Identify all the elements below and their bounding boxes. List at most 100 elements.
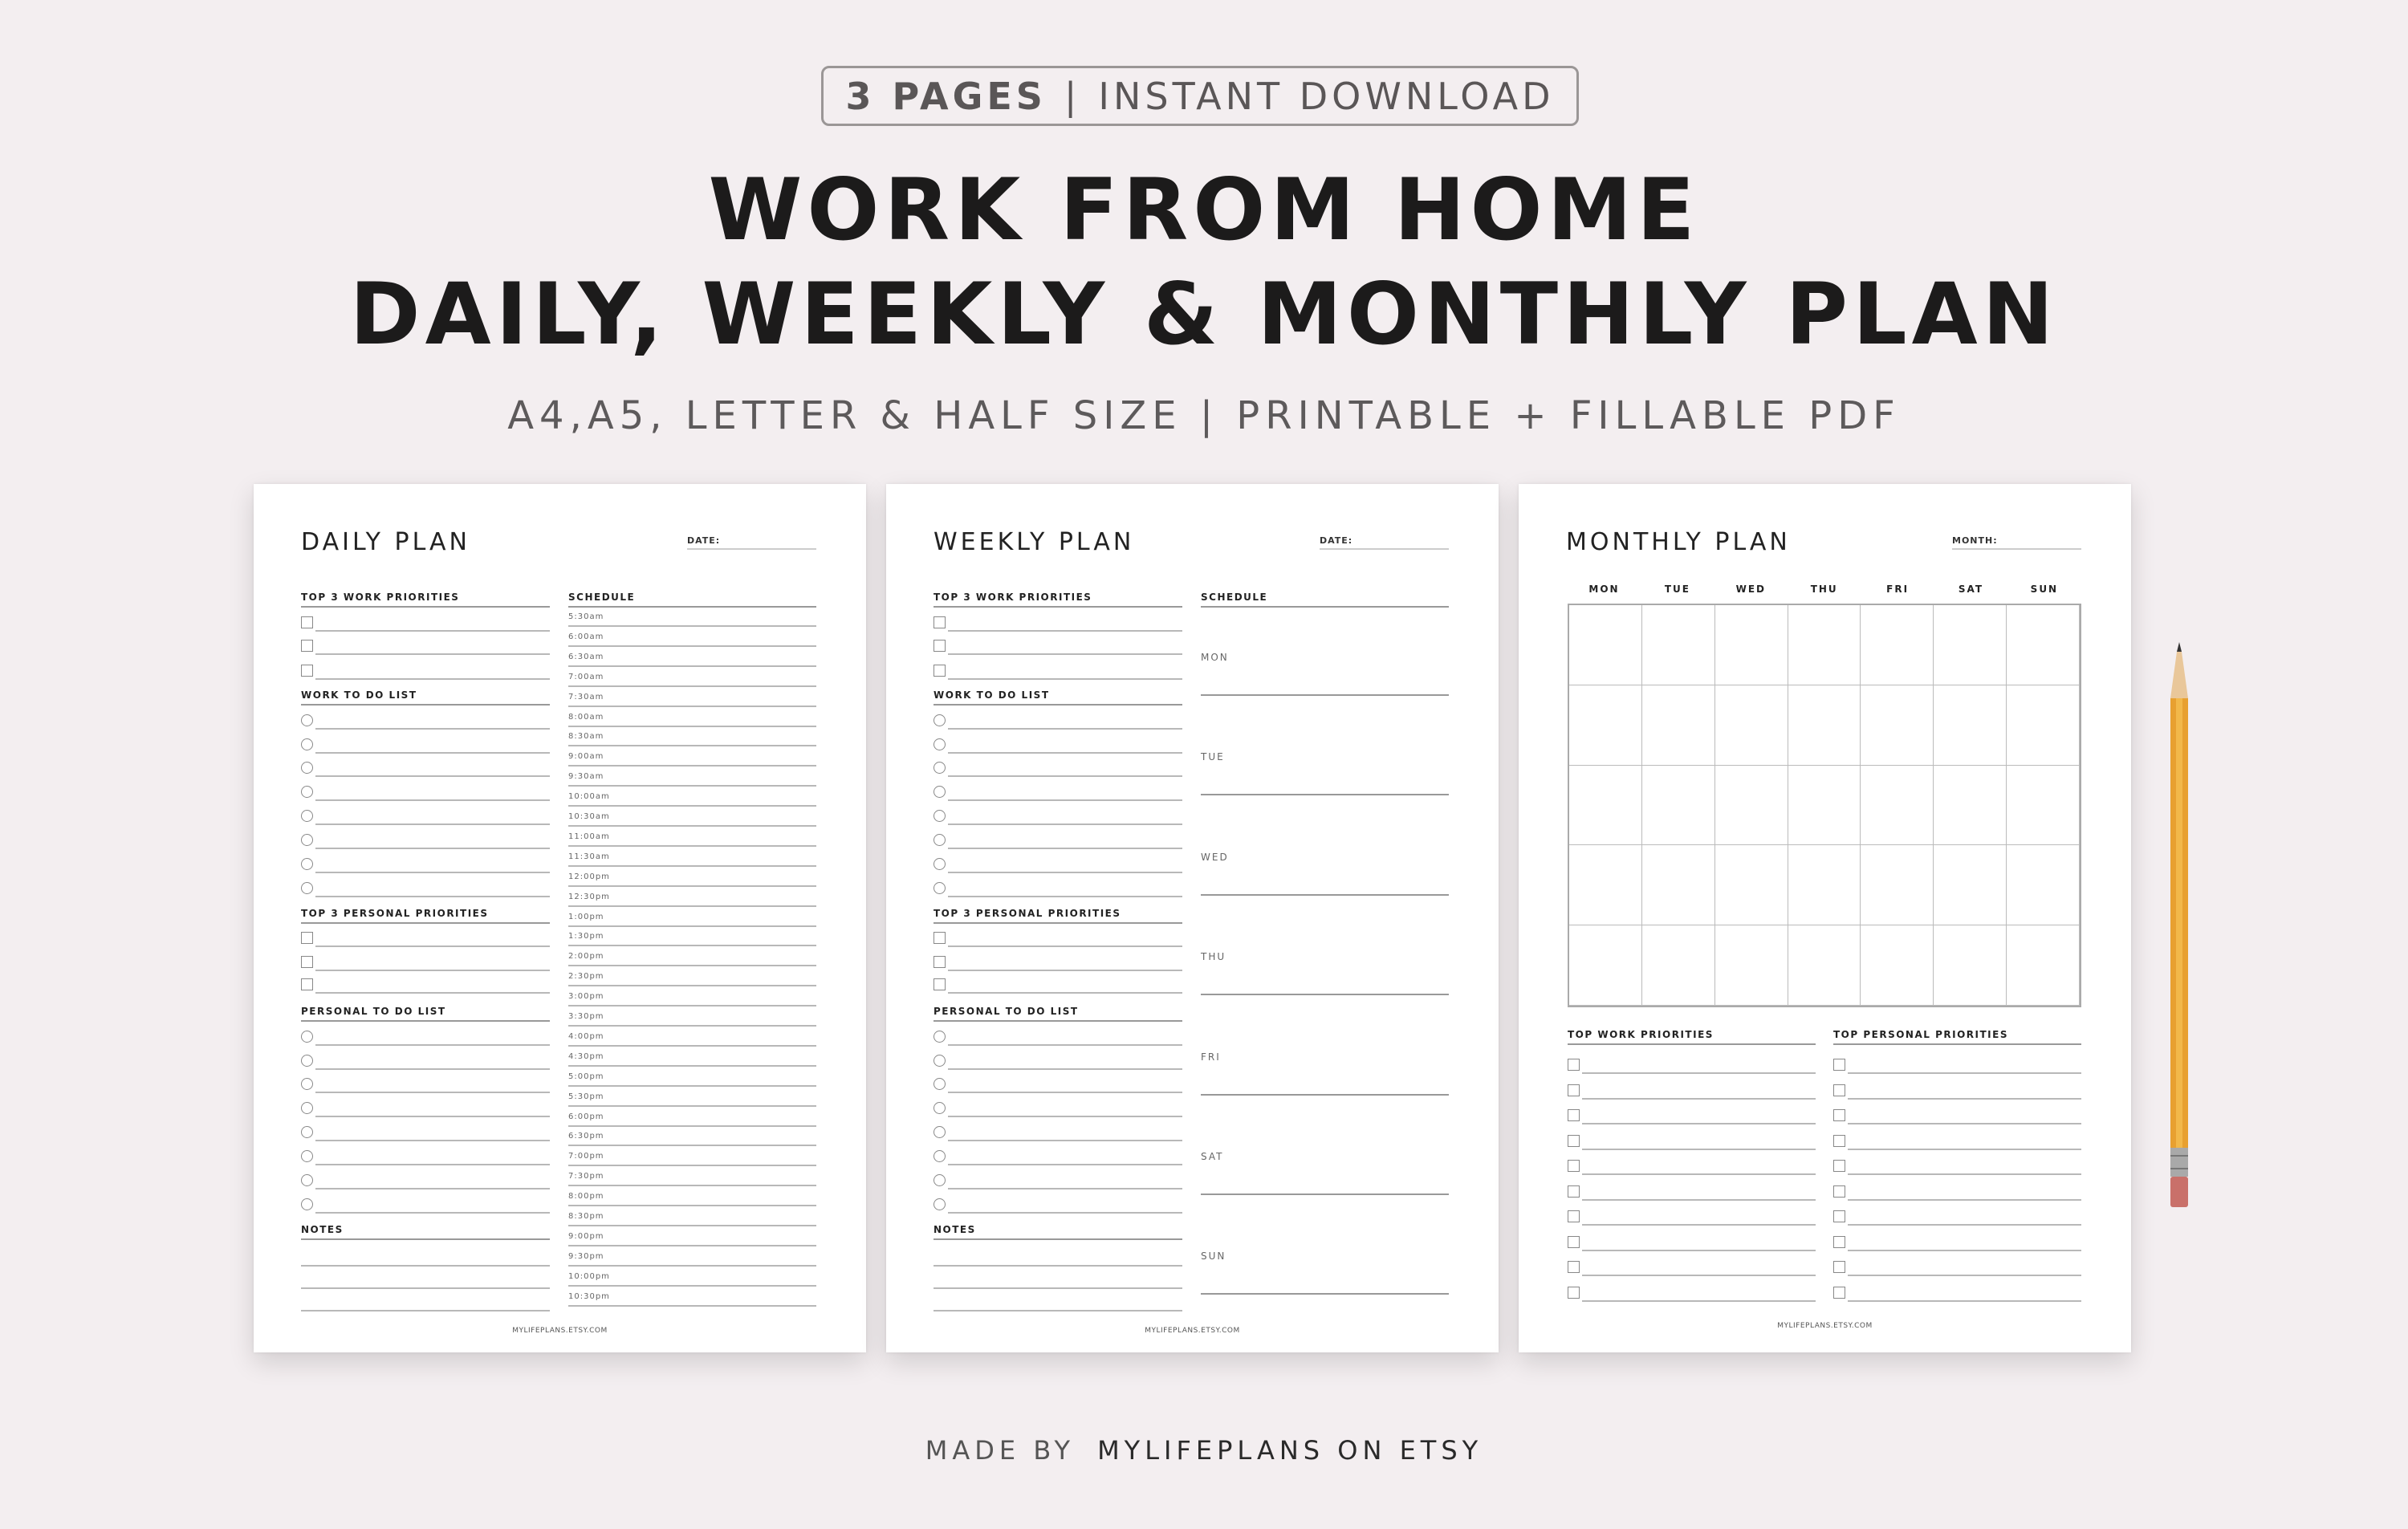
calendar-cell[interactable]: [1788, 845, 1861, 926]
checkbox[interactable]: [1568, 1235, 1580, 1248]
checkbox[interactable]: [1833, 1235, 1845, 1248]
todo-circle[interactable]: [301, 1078, 313, 1090]
todo-circle[interactable]: [301, 810, 313, 822]
calendar-cell[interactable]: [1861, 845, 1934, 926]
checkbox[interactable]: [1568, 1261, 1580, 1273]
checkbox[interactable]: [301, 665, 313, 677]
todo-circle[interactable]: [301, 714, 313, 726]
checkbox[interactable]: [1568, 1210, 1580, 1222]
calendar-cell[interactable]: [1861, 605, 1934, 685]
todo-circle[interactable]: [934, 738, 946, 750]
calendar-cell[interactable]: [1861, 685, 1934, 766]
todo-circle[interactable]: [301, 738, 313, 750]
checkbox[interactable]: [934, 665, 946, 677]
todo-circle[interactable]: [301, 834, 313, 846]
checkbox[interactable]: [1833, 1210, 1845, 1222]
calendar-cell[interactable]: [1788, 765, 1861, 846]
calendar-cell[interactable]: [1934, 765, 2007, 846]
todo-circle[interactable]: [301, 1126, 313, 1138]
calendar-cell[interactable]: [1714, 845, 1788, 926]
calendar-cell[interactable]: [2007, 845, 2080, 926]
todo-circle[interactable]: [934, 810, 946, 822]
todo-circle[interactable]: [934, 1031, 946, 1043]
calendar-cell[interactable]: [1714, 925, 1788, 1006]
todo-circle[interactable]: [301, 1198, 313, 1210]
calendar-cell[interactable]: [1788, 925, 1861, 1006]
checkbox[interactable]: [301, 616, 313, 628]
checkbox[interactable]: [934, 978, 946, 990]
day-line: [1201, 1293, 1449, 1295]
checkbox[interactable]: [1568, 1286, 1580, 1299]
checkbox[interactable]: [1833, 1286, 1845, 1299]
calendar-cell[interactable]: [1934, 605, 2007, 685]
todo-circle[interactable]: [934, 1102, 946, 1114]
checkbox[interactable]: [1833, 1109, 1845, 1121]
calendar-cell[interactable]: [2007, 605, 2080, 685]
todo-circle[interactable]: [934, 1198, 946, 1210]
todo-circle[interactable]: [934, 714, 946, 726]
todo-circle[interactable]: [301, 1102, 313, 1114]
checkbox[interactable]: [1568, 1185, 1580, 1198]
todo-circle[interactable]: [934, 1078, 946, 1090]
calendar-cell[interactable]: [1641, 925, 1715, 1006]
todo-circle[interactable]: [301, 882, 313, 894]
checkbox[interactable]: [1833, 1160, 1845, 1172]
calendar-cell[interactable]: [1569, 845, 1642, 926]
checkbox[interactable]: [1833, 1185, 1845, 1198]
calendar-cell[interactable]: [1569, 925, 1642, 1006]
checkbox[interactable]: [1568, 1084, 1580, 1096]
todo-circle[interactable]: [301, 1031, 313, 1043]
todo-circle[interactable]: [301, 1174, 313, 1186]
todo-circle[interactable]: [934, 1174, 946, 1186]
todo-circle[interactable]: [301, 786, 313, 798]
checkbox[interactable]: [301, 932, 313, 944]
calendar-cell[interactable]: [1641, 845, 1715, 926]
todo-circle[interactable]: [301, 858, 313, 870]
todo-circle[interactable]: [301, 1055, 313, 1067]
calendar-cell[interactable]: [1788, 605, 1861, 685]
calendar-cell[interactable]: [1641, 605, 1715, 685]
calendar-cell[interactable]: [1934, 925, 2007, 1006]
calendar-cell[interactable]: [1788, 685, 1861, 766]
checkbox[interactable]: [301, 956, 313, 968]
checkbox[interactable]: [1568, 1160, 1580, 1172]
calendar-cell[interactable]: [1569, 605, 1642, 685]
checkbox[interactable]: [1568, 1134, 1580, 1147]
checkbox[interactable]: [1833, 1059, 1845, 1071]
checkbox[interactable]: [934, 640, 946, 652]
todo-circle[interactable]: [301, 762, 313, 774]
calendar-cell[interactable]: [2007, 685, 2080, 766]
checkbox[interactable]: [934, 956, 946, 968]
calendar-cell[interactable]: [1714, 685, 1788, 766]
calendar-cell[interactable]: [1714, 765, 1788, 846]
todo-circle[interactable]: [934, 1055, 946, 1067]
todo-circle[interactable]: [934, 858, 946, 870]
calendar-cell[interactable]: [1641, 685, 1715, 766]
checkbox[interactable]: [1833, 1134, 1845, 1147]
checkbox[interactable]: [301, 978, 313, 990]
calendar-cell[interactable]: [1861, 765, 1934, 846]
calendar-cell[interactable]: [1569, 685, 1642, 766]
checkbox[interactable]: [1568, 1109, 1580, 1121]
checkbox[interactable]: [1833, 1261, 1845, 1273]
checkbox[interactable]: [934, 932, 946, 944]
checkbox[interactable]: [934, 616, 946, 628]
calendar-cell[interactable]: [1934, 845, 2007, 926]
calendar-cell[interactable]: [1861, 925, 1934, 1006]
todo-circle[interactable]: [934, 1150, 946, 1162]
todo-circle[interactable]: [934, 834, 946, 846]
checkbox[interactable]: [301, 640, 313, 652]
todo-circle[interactable]: [934, 762, 946, 774]
checkbox[interactable]: [1568, 1059, 1580, 1071]
checkbox[interactable]: [1833, 1084, 1845, 1096]
todo-circle[interactable]: [301, 1150, 313, 1162]
todo-circle[interactable]: [934, 882, 946, 894]
calendar-cell[interactable]: [2007, 925, 2080, 1006]
calendar-cell[interactable]: [1934, 685, 2007, 766]
calendar-cell[interactable]: [1714, 605, 1788, 685]
todo-circle[interactable]: [934, 786, 946, 798]
calendar-cell[interactable]: [2007, 765, 2080, 846]
todo-circle[interactable]: [934, 1126, 946, 1138]
calendar-cell[interactable]: [1641, 765, 1715, 846]
calendar-cell[interactable]: [1569, 765, 1642, 846]
